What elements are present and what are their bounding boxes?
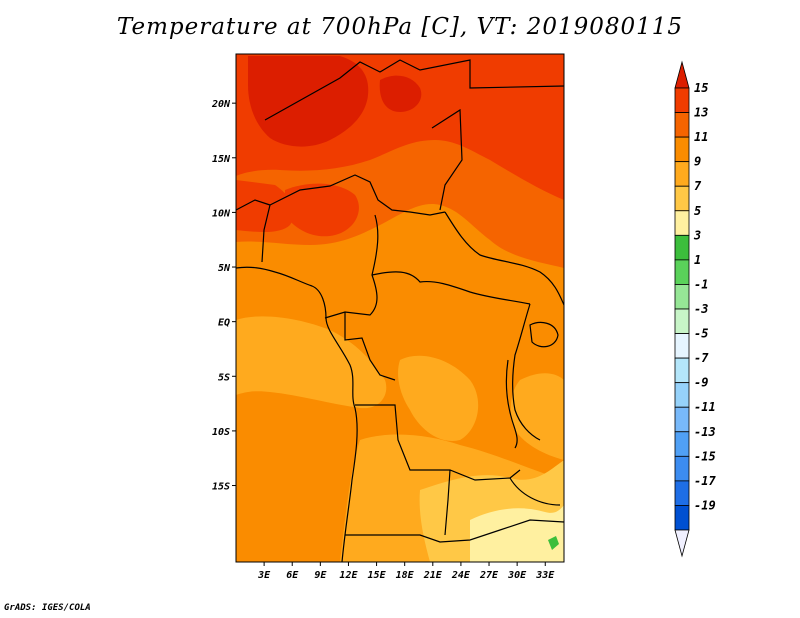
colorbar-label: -19 xyxy=(694,498,716,512)
lon-tick-label: 15E xyxy=(368,570,387,581)
lon-tick-label: 27E xyxy=(479,570,499,581)
field-13-to-15-west-patch xyxy=(236,180,295,233)
border-north-2 xyxy=(431,108,463,211)
border-south-2 xyxy=(345,519,565,543)
lat-tick-label: 5S xyxy=(218,372,230,383)
lon-tick-label: 9E xyxy=(314,570,327,581)
colorbar-swatch xyxy=(674,259,690,285)
colorbar-label: 9 xyxy=(694,155,701,169)
coastline xyxy=(235,266,358,563)
lon-tick-label: 6E xyxy=(286,570,299,581)
colorbar-swatch xyxy=(674,112,690,138)
border-east-2 xyxy=(344,312,396,381)
border-south-1 xyxy=(355,404,521,481)
field-7-to-9-east xyxy=(510,373,564,460)
colorbar-label: -17 xyxy=(694,474,716,488)
temperature-fields xyxy=(236,54,564,562)
colorbar-label: -1 xyxy=(694,277,708,291)
colorbar-swatch xyxy=(674,455,690,482)
colorbar-swatch xyxy=(674,431,690,457)
lat-tick-label: 15N xyxy=(212,154,231,165)
colorbar-swatch xyxy=(674,357,690,384)
lat-tick-label: 10S xyxy=(212,427,230,438)
field-3-to-5 xyxy=(470,505,564,562)
colorbar-label: 3 xyxy=(693,228,701,242)
colorbar-swatch xyxy=(674,185,690,212)
border-south-4 xyxy=(509,477,561,506)
latitude-axis: 20N 15N 10N 5N EQ 5S 10S 15S xyxy=(211,99,236,493)
colorbar-swatch xyxy=(674,382,690,408)
border-lake-tanganyika xyxy=(505,359,518,449)
border-east-1 xyxy=(512,303,541,441)
lon-tick-label: 30E xyxy=(507,570,527,581)
border-central-3 xyxy=(444,211,565,306)
country-borders xyxy=(235,59,565,563)
lat-tick-label: 15S xyxy=(212,482,230,493)
border-west-1 xyxy=(261,174,446,263)
lon-tick-label: 33E xyxy=(535,570,555,581)
colorbar-label: 11 xyxy=(694,130,708,144)
colorbar-swatch xyxy=(674,136,690,163)
colorbar-label: -15 xyxy=(694,449,716,463)
colorbar-swatch xyxy=(674,333,690,359)
lat-tick-label: 20N xyxy=(211,99,231,110)
lon-tick-label: 12E xyxy=(339,570,358,581)
lat-tick-label: 10N xyxy=(212,208,231,219)
lon-tick-label: 3E xyxy=(257,570,271,581)
border-central-2 xyxy=(371,271,531,305)
colorbar-swatch xyxy=(674,234,690,261)
colorbar-swatch xyxy=(674,161,690,187)
border-north-1 xyxy=(264,59,565,121)
lon-tick-label: 18E xyxy=(396,570,415,581)
field-1-to-3 xyxy=(548,536,559,550)
colorbar-label: 1 xyxy=(694,253,701,267)
colorbar-swatch xyxy=(674,308,690,334)
colorbar-label: 13 xyxy=(694,106,708,120)
border-west-2 xyxy=(235,199,271,211)
colorbar-label: -3 xyxy=(694,302,708,316)
longitude-axis: 3E 6E 9E 12E 15E 18E 21E 24E 27E 30E 33E xyxy=(257,562,555,581)
colorbar-swatch xyxy=(674,284,690,310)
field-7-to-9-central xyxy=(398,355,479,441)
lat-tick-label: EQ xyxy=(218,318,230,329)
colorbar-label: 15 xyxy=(694,81,708,95)
colorbar-label: 5 xyxy=(694,204,701,218)
colorbar-label: -11 xyxy=(694,400,716,414)
colorbar: 15 13 11 9 7 5 3 1 -1 -3 -5 -7 -9 -11 -13 -15 -17 -19 xyxy=(674,60,716,558)
field-above-15-east xyxy=(379,75,422,112)
colorbar-swatch xyxy=(674,210,690,236)
colorbar-label: -5 xyxy=(694,327,708,341)
colorbar-top-arrow xyxy=(674,60,690,89)
colorbar-label: -7 xyxy=(694,351,709,365)
lat-tick-label: 5N xyxy=(218,263,231,274)
colorbar-label: -9 xyxy=(694,376,708,390)
colorbar-swatch xyxy=(674,406,690,433)
colorbar-label: 7 xyxy=(694,179,702,193)
field-7-to-9-coast xyxy=(236,316,387,409)
colorbar-swatch xyxy=(674,480,690,506)
colorbar-swatch xyxy=(674,87,690,113)
lon-tick-label: 24E xyxy=(451,570,471,581)
map-frame xyxy=(235,53,565,563)
grads-credit: GrADS: IGES/COLA xyxy=(4,603,91,613)
colorbar-swatch xyxy=(674,505,690,531)
colorbar-bottom-arrow xyxy=(674,529,690,558)
map-title: Temperature at 700hPa [C], VT: 201908011… xyxy=(116,14,684,40)
colorbar-label: -13 xyxy=(694,425,716,439)
lon-tick-label: 21E xyxy=(423,570,443,581)
border-south-3 xyxy=(444,469,451,536)
field-13-to-15-central-patch xyxy=(285,183,359,237)
border-lake-victoria xyxy=(529,321,559,348)
